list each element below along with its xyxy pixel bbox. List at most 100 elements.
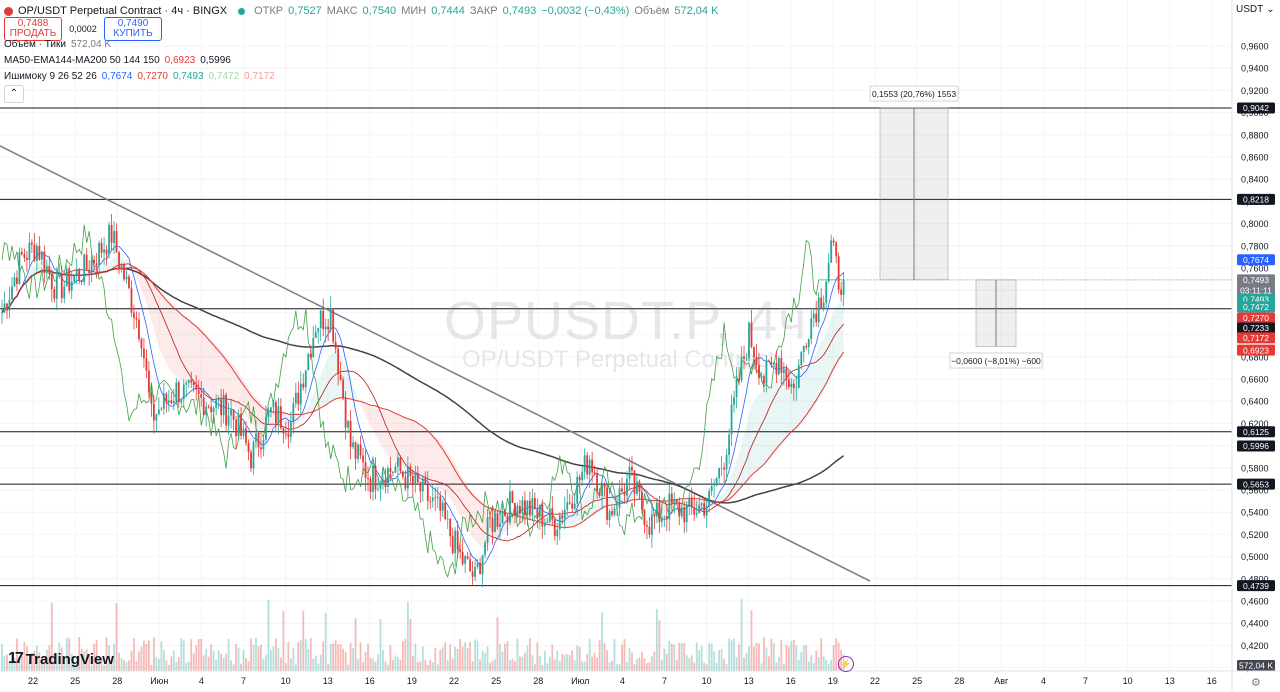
volume-bar — [753, 646, 755, 671]
time-tick-label: 28 — [533, 676, 543, 686]
candle-body — [603, 484, 606, 488]
cloud-segment — [109, 259, 112, 271]
volume-bar — [596, 657, 599, 671]
price-tag — [1237, 580, 1275, 592]
candle-body — [262, 439, 265, 450]
gear-icon[interactable]: ⚙ — [1251, 677, 1261, 689]
time-tick-label: Июн — [150, 676, 168, 686]
price-axis: 0,96000,94000,92000,90000,88000,86000,84… — [1231, 0, 1275, 692]
symbol-title[interactable]: OP/USDT Perpetual Contract · 4ч · BINGX — [18, 5, 228, 17]
time-tick-label: 4 — [199, 676, 204, 686]
candle-body — [16, 277, 18, 284]
volume-bar — [392, 659, 394, 671]
low-label: МИН — [401, 5, 427, 17]
cloud-segment — [161, 292, 164, 358]
price-tag-label: 0,6923 — [1243, 345, 1269, 355]
volume-bar — [65, 637, 68, 671]
candle-body — [695, 513, 698, 515]
buy-price: 0,7490 — [117, 18, 149, 29]
price-tick-label: 0,4600 — [1241, 597, 1269, 607]
price-tick-label: 0,6200 — [1241, 419, 1269, 429]
volume-bar — [172, 650, 175, 671]
volume-bar — [167, 664, 170, 671]
candle-body — [202, 397, 205, 416]
volume-bar — [533, 664, 536, 671]
volume-bar — [312, 658, 315, 671]
volume-bar — [446, 660, 449, 671]
sell-label: ПРОДАТЬ — [9, 28, 57, 39]
candle-body — [225, 394, 227, 426]
lightning-icon[interactable]: ⚡ — [838, 656, 854, 672]
volume-bar — [693, 662, 696, 671]
volume-bar — [601, 612, 603, 671]
volume-bar — [611, 660, 613, 671]
buy-button[interactable]: 0,7490 КУПИТЬ — [104, 17, 162, 41]
cloud-segment — [368, 405, 371, 427]
cloud-segment — [761, 390, 764, 468]
candle-body — [43, 251, 46, 274]
indicator-ichimoku[interactable]: Ишимоку 9 26 52 26 0,7674 0,7270 0,7493 … — [4, 69, 718, 85]
volume-bars — [1, 599, 845, 671]
candle-body — [768, 360, 770, 362]
collapse-legend-button[interactable]: ⌃ — [4, 85, 24, 103]
indicator-volume[interactable]: Объём · Тики 572,04 K — [4, 37, 718, 53]
volume-bar — [382, 649, 384, 671]
candle-body — [13, 277, 16, 287]
volume-bar — [519, 656, 521, 671]
price-tick-label: 0,5400 — [1241, 508, 1269, 518]
candle-body — [526, 500, 529, 515]
candle-body — [354, 442, 357, 459]
price-tick-label: 0,4200 — [1241, 641, 1269, 651]
cloud-segment — [163, 295, 167, 364]
candle-body — [309, 353, 312, 358]
trade-row: 0,7488 ПРОДАТЬ 0,0002 0,7490 КУПИТЬ — [4, 17, 718, 41]
candle-body — [180, 399, 183, 403]
cloud-segment — [141, 271, 144, 297]
volume-bar — [807, 661, 810, 671]
cloud-segment — [818, 342, 822, 401]
volume-bar — [40, 657, 43, 671]
volume-bar — [638, 657, 641, 671]
candle-body — [434, 497, 437, 499]
volume-bar — [730, 640, 733, 671]
indicator-ma[interactable]: MA50-EMA144-MA200 50 144 150 0,6923 0,59… — [4, 53, 718, 69]
candle-body — [795, 387, 798, 389]
candle-body — [708, 490, 711, 506]
candle-body — [70, 281, 73, 291]
volume-bar — [770, 638, 773, 671]
cloud-segment — [465, 481, 468, 529]
tradingview-logo[interactable]: 17 TradingView — [8, 650, 114, 668]
candle-body — [436, 496, 439, 498]
time-tick-label: 19 — [407, 676, 417, 686]
volume-bar — [240, 663, 242, 671]
volume-bar — [641, 651, 643, 671]
cloud-segment — [584, 495, 588, 522]
volume-bar — [23, 642, 26, 671]
price-tag-label: 0,7493 — [1243, 275, 1269, 285]
cloud-segment — [801, 369, 804, 425]
volume-bar — [578, 646, 581, 671]
candle-body — [200, 394, 203, 398]
currency-selector[interactable]: USDT ⌄ — [1236, 4, 1275, 15]
volume-bar — [304, 639, 307, 671]
volume-bar — [212, 650, 215, 671]
volume-bar — [700, 646, 703, 671]
price-tag — [1237, 284, 1275, 296]
price-tick-label: 0,9600 — [1241, 42, 1269, 52]
time-tick-label: 4 — [620, 676, 625, 686]
candle-body — [723, 467, 725, 470]
volume-bar — [103, 664, 105, 671]
candle-body — [210, 406, 213, 413]
ichimoku-value-1: 0,7674 — [101, 71, 133, 82]
candle-body — [401, 471, 404, 477]
cloud-segment — [373, 407, 376, 435]
price-tick-label: 0,6400 — [1241, 397, 1269, 407]
sell-button[interactable]: 0,7488 ПРОДАТЬ — [4, 17, 62, 41]
candle-body — [481, 555, 484, 575]
volume-bar — [690, 655, 693, 671]
candle-body — [240, 413, 242, 436]
candle-body — [613, 508, 616, 515]
candle-body — [479, 562, 481, 575]
cloud-segment — [741, 434, 745, 488]
